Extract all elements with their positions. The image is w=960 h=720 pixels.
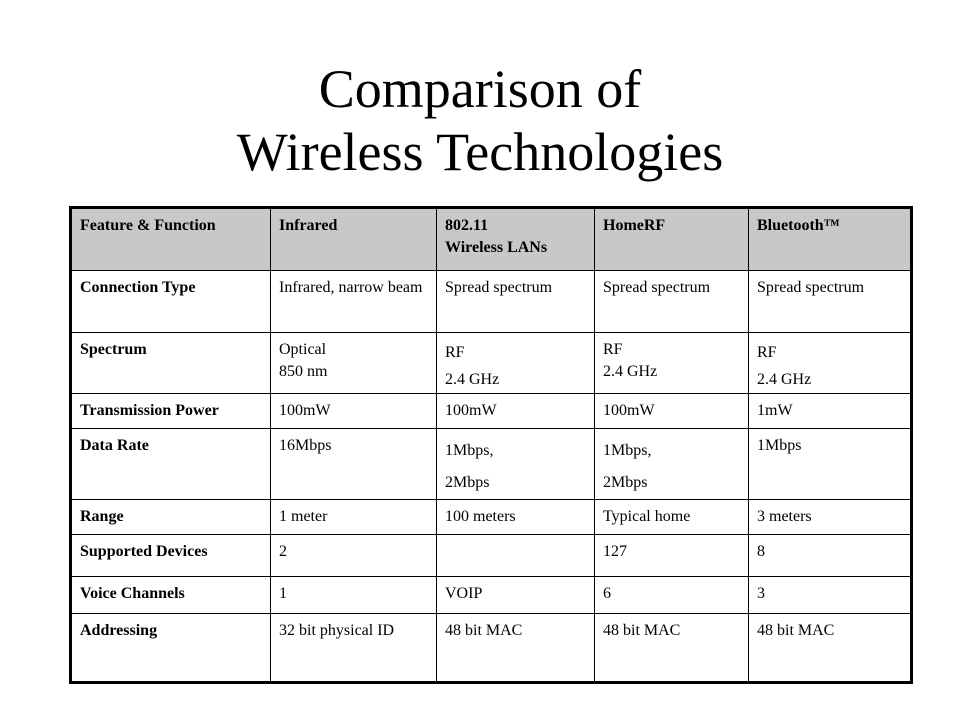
title-line-2: Wireless Technologies [236, 122, 724, 182]
table-cell: 3 [748, 576, 911, 614]
table-cell: Optical 850 nm [270, 332, 437, 394]
table-cell: 48 bit MAC [436, 613, 595, 682]
feature-cell: Supported Devices [71, 534, 271, 577]
table-cell: Spread spectrum [748, 270, 911, 333]
feature-cell: Connection Type [71, 270, 271, 333]
table-row: Data Rate 16Mbps 1Mbps, 2Mbps 1Mbps, 2Mb… [71, 428, 911, 500]
feature-cell: Addressing [71, 613, 271, 682]
table-cell: Spread spectrum [436, 270, 595, 333]
table-cell: 100mW [436, 393, 595, 429]
table-cell: 1Mbps, 2Mbps [594, 428, 749, 500]
table-cell: 1mW [748, 393, 911, 429]
header-row: Feature & Function Infrared 802.11 Wirel… [71, 208, 911, 271]
table-cell: 32 bit physical ID [270, 613, 437, 682]
header-cell: Bluetooth™ [748, 208, 911, 271]
table-cell: 6 [594, 576, 749, 614]
table-row: Range 1 meter 100 meters Typical home 3 … [71, 499, 911, 535]
table-row: Supported Devices 2 127 8 [71, 534, 911, 577]
header-cell: HomeRF [594, 208, 749, 271]
table-cell: 1 [270, 576, 437, 614]
title-line-1: Comparison of [318, 59, 642, 119]
table-cell: 100mW [594, 393, 749, 429]
table-cell: 1Mbps, 2Mbps [436, 428, 595, 500]
table-cell: Infrared, narrow beam [270, 270, 437, 333]
table-row: Connection Type Infrared, narrow beam Sp… [71, 270, 911, 333]
table-cell: VOIP [436, 576, 595, 614]
table-cell: 100mW [270, 393, 437, 429]
table-cell: 8 [748, 534, 911, 577]
feature-cell: Voice Channels [71, 576, 271, 614]
table-cell: Spread spectrum [594, 270, 749, 333]
table-cell: RF 2.4 GHz [748, 332, 911, 394]
table-cell: 3 meters [748, 499, 911, 535]
table-row: Addressing 32 bit physical ID 48 bit MAC… [71, 613, 911, 682]
header-cell: Infrared [270, 208, 437, 271]
table-row: Voice Channels 1 VOIP 6 3 [71, 576, 911, 614]
feature-cell: Data Rate [71, 428, 271, 500]
slide-title: Comparison of Wireless Technologies [0, 58, 960, 184]
table-cell: 48 bit MAC [594, 613, 749, 682]
table-cell: 127 [594, 534, 749, 577]
table-row: Spectrum Optical 850 nm RF 2.4 GHz RF 2.… [71, 332, 911, 394]
table-cell: 100 meters [436, 499, 595, 535]
table-cell [436, 534, 595, 577]
table-cell: 1Mbps [748, 428, 911, 500]
table-cell: RF 2.4 GHz [594, 332, 749, 394]
table-cell: 16Mbps [270, 428, 437, 500]
table-cell: 1 meter [270, 499, 437, 535]
table-cell: 2 [270, 534, 437, 577]
header-cell: 802.11 Wireless LANs [436, 208, 595, 271]
table-cell: 48 bit MAC [748, 613, 911, 682]
table-cell: Typical home [594, 499, 749, 535]
table-cell: RF 2.4 GHz [436, 332, 595, 394]
comparison-table: Feature & Function Infrared 802.11 Wirel… [69, 206, 913, 684]
header-cell: Feature & Function [71, 208, 271, 271]
feature-cell: Range [71, 499, 271, 535]
table-row: Transmission Power 100mW 100mW 100mW 1mW [71, 393, 911, 429]
feature-cell: Spectrum [71, 332, 271, 394]
feature-cell: Transmission Power [71, 393, 271, 429]
